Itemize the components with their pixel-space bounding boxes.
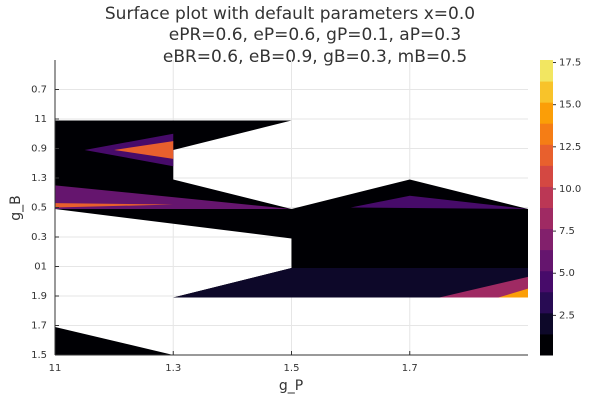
colorbar-band — [540, 291, 553, 314]
colorbar-tick-label: 15.0 — [559, 100, 581, 111]
y-tick-label: 0.3 — [31, 232, 47, 243]
colorbar-band — [540, 228, 553, 251]
y-tick-label: 0.5 — [31, 203, 47, 214]
contour-region — [498, 288, 528, 298]
contour-region — [173, 267, 528, 298]
contour-region — [114, 141, 174, 159]
y-tick-label: 1.7 — [31, 321, 47, 332]
colorbar-band — [540, 102, 553, 124]
y-tick-label: 0.9 — [31, 144, 47, 155]
colorbar-band — [540, 81, 553, 103]
x-tick-label: 1.7 — [402, 363, 418, 374]
chart-title: Surface plot with default parameters x=0… — [105, 4, 475, 24]
colorbar-band — [540, 249, 553, 272]
y-axis-label: g_B — [8, 195, 24, 221]
x-tick-label: 1.3 — [165, 363, 181, 374]
colorbar-tick-label: 2.5 — [559, 310, 575, 321]
colorbar-band — [540, 312, 553, 335]
colorbar-tick-label: 10.0 — [559, 184, 581, 195]
contour-region — [55, 203, 174, 208]
colorbar-band — [540, 186, 553, 208]
y-tick-label: 1.3 — [31, 173, 47, 184]
y-tick-label: 1.5 — [31, 350, 47, 361]
y-tick-label: 0.7 — [31, 85, 47, 96]
x-tick-label: 11 — [49, 363, 62, 374]
y-tick-label: 01 — [34, 262, 47, 273]
chart-subtitle: eBR=0.6, eB=0.9, gB=0.3, mB=0.5 — [163, 47, 467, 67]
y-tick-label: 11 — [34, 114, 47, 125]
colorbar-tick-label: 5.0 — [559, 268, 575, 279]
y-tick-label: 1.9 — [31, 291, 47, 302]
x-tick-label: 1.5 — [284, 363, 300, 374]
colorbar-tick-label: 17.5 — [559, 58, 581, 69]
x-axis-label: g_P — [279, 378, 303, 394]
contour-region — [439, 276, 528, 298]
colorbar-band — [540, 207, 553, 230]
colorbar-band — [540, 60, 553, 82]
colorbar-band — [540, 270, 553, 293]
chart-subtitle: ePR=0.6, eP=0.6, gP=0.1, aP=0.3 — [169, 25, 462, 45]
colorbar-band — [540, 144, 553, 166]
colorbar-tick-label: 12.5 — [559, 142, 581, 153]
contour-region — [55, 326, 174, 355]
contour-region — [350, 195, 528, 209]
colorbar-band — [540, 165, 553, 187]
colorbar-band — [540, 123, 553, 145]
colorbar-tick-label: 7.5 — [559, 226, 575, 237]
contour-region — [55, 185, 292, 209]
colorbar-band — [540, 333, 553, 356]
